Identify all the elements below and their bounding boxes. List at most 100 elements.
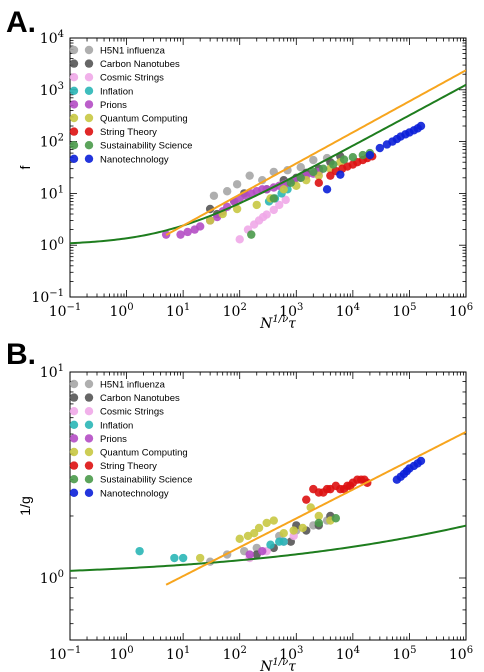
legend-marker [84,461,94,470]
legend-label: Cosmic Strings [100,407,164,418]
legend-marker [69,113,79,123]
data-point [269,205,278,215]
y-tick-label: 101 [40,363,64,381]
data-point [170,553,179,563]
data-point [269,516,278,525]
data-point [176,230,185,239]
legend-marker [84,434,94,443]
legend-marker [69,393,79,402]
x-tick-label: 106 [449,302,473,320]
data-point [195,553,205,563]
data-point [249,528,259,538]
legend-marker [69,447,79,457]
data-point [296,173,305,183]
legend-label: Prions [100,100,127,111]
legend-marker [84,113,94,123]
x-tick-label: 102 [223,302,247,320]
legend-marker [84,488,94,497]
data-point [331,514,341,523]
series-7 [314,514,341,528]
legend-label: Sustainability Science [100,475,192,486]
legend-marker [69,488,79,497]
legend-marker [84,59,94,68]
fit-line-0 [70,524,466,572]
data-point [314,511,323,521]
legend-marker [69,45,79,55]
legend-marker [84,141,94,150]
legend-label: H5N1 influenza [100,380,166,391]
x-tick-label: 106 [449,645,473,663]
data-point [235,534,244,543]
data-point [302,495,311,504]
series-2 [235,195,290,244]
data-point [275,200,284,210]
x-tick-label: 105 [392,302,416,320]
x-tick-label: 10−1 [49,645,82,663]
chart-panel-1: A. 10−1 100 101 102 103 104 105 106 10−1 100 101 102… [6,6,473,332]
legend-label: Nanotechnology [100,154,169,165]
data-point [322,185,332,194]
legend-label: String Theory [100,127,157,138]
legend-label: Inflation [100,86,133,97]
legend-label: String Theory [100,461,157,472]
data-point [279,537,288,546]
legend-label: Carbon Nanotubes [100,393,180,404]
legend-marker [84,100,94,109]
data-point [279,528,288,538]
legend-label: H5N1 influenza [100,46,166,57]
fit-line-1 [165,69,466,236]
data-point [262,518,271,528]
legend-marker [69,73,79,82]
chart-panel-2: B. 10−1 100 101 102 103 104 105 106 100 101 1/g N1/ν… [6,338,473,672]
legend-marker [84,127,94,136]
series-7 [247,148,375,239]
data-point [254,523,264,533]
data-point [258,546,267,556]
x-tick-label: 104 [336,645,360,663]
legend-label: Nanotechnology [100,488,169,499]
data-point [135,546,144,556]
x-tick-label: 10−1 [49,302,82,320]
fit-line-1 [165,431,466,586]
data-point [339,155,349,164]
x-tick-label: 103 [279,302,303,320]
legend-label: Sustainability Science [100,141,192,152]
legend: H5N1 influenza Carbon Nanotubes Cosmic Str… [69,380,192,499]
legend-marker [69,154,79,163]
data-point [358,150,368,160]
y-tick-label: 104 [40,29,64,47]
data-point [365,150,375,160]
y-tick-label: 100 [40,569,64,587]
legend-label: Prions [100,434,127,445]
legend-label: Inflation [100,420,133,431]
legend-label: Carbon Nanotubes [100,59,180,70]
data-point [232,204,242,214]
data-point [309,167,318,177]
data-point [209,191,219,200]
legend-label: Quantum Computing [100,114,188,125]
data-point [232,180,242,189]
data-point [329,160,338,169]
data-point [289,526,298,535]
data-point [416,121,426,131]
y-tick-label: 101 [40,184,64,202]
data-point [279,185,288,194]
data-point [309,155,318,165]
legend-marker [84,420,94,429]
legend-label: Quantum Computing [100,448,188,459]
data-point [348,152,358,162]
data-point [245,171,254,180]
y-axis-title: 1/g [17,496,33,515]
x-tick-label: 103 [279,645,303,663]
x-tick-label: 102 [223,645,247,663]
legend-marker [84,447,94,457]
x-tick-label: 100 [109,302,133,320]
legend-marker [69,420,79,429]
legend-marker [69,141,79,150]
x-tick-label: 105 [392,645,416,663]
data-point [319,164,328,173]
legend-marker [69,127,79,136]
x-axis-title: N1/ντ [259,657,296,672]
legend-marker [84,475,94,484]
